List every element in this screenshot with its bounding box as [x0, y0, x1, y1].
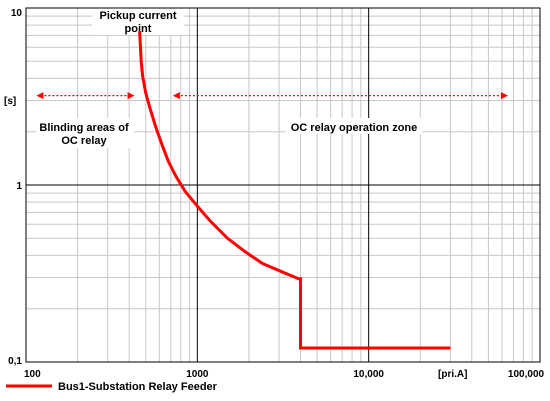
x-axis-label: [pri.A] [438, 369, 467, 380]
plot-border [25, 7, 541, 363]
major-gridlines [26, 8, 540, 362]
legend: Bus1-Substation Relay Feeder [6, 381, 218, 393]
y-tick-label: 10 [11, 8, 23, 19]
y-axis-label: [s] [4, 96, 16, 107]
blinding-arrow-head-right [127, 92, 135, 100]
y-axis-ticks: 10 1 0,1 [8, 8, 22, 367]
blinding-label-background [36, 118, 134, 148]
operation-arrow-head-left [172, 92, 180, 100]
legend-label: Bus1-Substation Relay Feeder [58, 381, 218, 393]
pickup-label: Pickup current [99, 10, 176, 22]
y-tick-label: 0,1 [8, 356, 22, 367]
x-tick-label: 10,000 [353, 369, 384, 380]
relay-curve-line [138, 31, 451, 350]
x-tick-label: 100,000 [508, 369, 545, 380]
y-tick-label: 1 [16, 181, 22, 192]
x-tick-label: 100 [24, 369, 41, 380]
pickup-label-background [92, 9, 184, 35]
operation-label: OC relay operation zone [291, 122, 418, 134]
blinding-label: OC relay [61, 135, 107, 147]
x-axis-ticks: 100 1000 10,000 100,000 [24, 369, 545, 380]
blinding-arrow-head-left [36, 92, 44, 100]
pickup-label: point [125, 23, 152, 35]
operation-label-background [286, 118, 422, 134]
operation-arrow-head-right [500, 92, 508, 100]
blinding-label: Blinding areas of [39, 122, 129, 134]
x-tick-label: 1000 [186, 369, 209, 380]
